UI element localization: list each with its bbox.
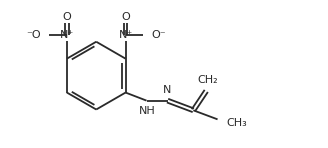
Text: N⁺: N⁺ bbox=[60, 30, 74, 40]
Text: CH₃: CH₃ bbox=[227, 118, 247, 128]
Text: O: O bbox=[121, 12, 130, 22]
Text: NH: NH bbox=[139, 106, 155, 116]
Text: N: N bbox=[163, 85, 172, 95]
Text: CH₂: CH₂ bbox=[197, 75, 218, 85]
Text: O⁻: O⁻ bbox=[152, 30, 166, 40]
Text: N⁺: N⁺ bbox=[118, 30, 133, 40]
Text: ⁻O: ⁻O bbox=[27, 30, 41, 40]
Text: O: O bbox=[63, 12, 71, 22]
